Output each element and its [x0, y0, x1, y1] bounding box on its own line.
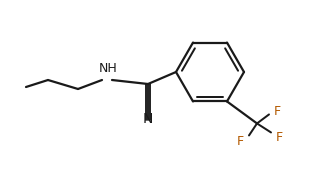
- Text: F: F: [237, 135, 244, 148]
- Text: N: N: [143, 112, 153, 126]
- Text: F: F: [276, 131, 283, 144]
- Text: NH: NH: [99, 62, 117, 75]
- Text: F: F: [274, 105, 281, 118]
